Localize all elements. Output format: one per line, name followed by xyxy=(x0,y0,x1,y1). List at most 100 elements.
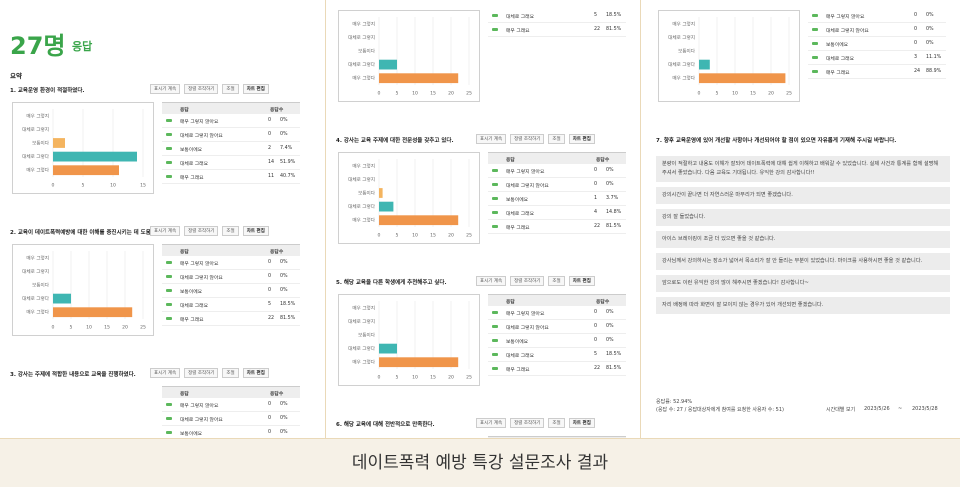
button[interactable]: 조절 xyxy=(222,84,239,94)
button[interactable]: 조절 xyxy=(222,368,239,378)
button[interactable]: 정렬 조작하기 xyxy=(510,418,545,428)
button[interactable]: 정렬 조작하기 xyxy=(510,134,545,144)
bar xyxy=(699,73,786,84)
button[interactable]: 차트 편집 xyxy=(568,276,595,286)
row-percent: 88.9% xyxy=(926,69,942,74)
x-tick-label: 0 xyxy=(378,233,381,239)
row-count: 0 xyxy=(914,27,918,32)
button[interactable]: 차트 편집 xyxy=(242,368,269,378)
x-tick-label: 10 xyxy=(86,325,92,331)
x-tick-label: 20 xyxy=(448,375,454,381)
button[interactable]: 조절 xyxy=(222,226,239,236)
row-label: 매우 그래요 xyxy=(180,176,204,181)
button[interactable]: 정렬 조작하기 xyxy=(510,276,545,286)
row-label: 매우 그렇지 않아요 xyxy=(180,120,219,125)
button[interactable]: 차트 편집 xyxy=(568,418,595,428)
button[interactable]: 표시기 계속 xyxy=(150,84,181,94)
y-tick-label: 매우 그렇지 xyxy=(26,112,49,119)
row-label: 대체로 그렇지 않아요 xyxy=(826,29,869,34)
table-row: 매우 그래요 22 81.5% xyxy=(488,363,626,376)
footer-to: 2023/5/28 xyxy=(912,406,938,412)
row-count: 3 xyxy=(914,55,918,60)
bar xyxy=(53,138,65,148)
button[interactable]: 차트 편집 xyxy=(568,134,595,144)
summary-label: 요약 xyxy=(10,72,22,80)
question-title: 6. 해당 교육에 대해 전반적으로 만족한다. xyxy=(336,422,435,428)
table-header: 응답 응답수 xyxy=(162,244,300,256)
button[interactable]: 정렬 조작하기 xyxy=(184,368,219,378)
panel: 0 5 10 15 20 25 매우 그렇지 대체로 그렇지 보통이다 대체로 그렇다 매우 그렇다… xyxy=(325,0,641,438)
bar xyxy=(379,59,397,70)
button[interactable]: 표시기 계속 xyxy=(150,368,181,378)
question-title: 1. 교육운영 환경이 적절하였다. xyxy=(10,88,85,94)
row-label: 대체로 그렇지 않아요 xyxy=(506,326,549,331)
row-count: 0 xyxy=(594,338,598,343)
x-tick-label: 25 xyxy=(140,325,146,331)
table-row: 보통이에요 0 0% xyxy=(808,38,946,51)
y-tick-label: 보통이다 xyxy=(358,190,376,197)
button[interactable]: 표시기 계속 xyxy=(476,276,507,286)
footer-from: 2023/5/26 xyxy=(864,406,890,412)
row-icon xyxy=(166,431,172,434)
row-label: 매우 그래요 xyxy=(180,318,204,323)
row-count: 22 xyxy=(594,224,601,229)
table-row: 대체로 그래요 14 51.9% xyxy=(162,157,300,170)
y-tick-label: 보통이다 xyxy=(358,48,376,55)
row-count: 5 xyxy=(594,13,598,18)
row-icon xyxy=(492,169,498,172)
row-percent: 3.7% xyxy=(606,196,619,201)
button[interactable]: 정렬 조작하기 xyxy=(184,84,219,94)
button[interactable]: 표시기 계속 xyxy=(150,226,181,236)
table-row: 매우 그래요 11 40.7% xyxy=(162,171,300,184)
button[interactable]: 정렬 조작하기 xyxy=(184,226,219,236)
x-tick-label: 20 xyxy=(448,233,454,239)
y-tick-label: 보통이다 xyxy=(32,140,50,147)
y-tick-label: 매우 그렇다 xyxy=(352,359,375,366)
row-icon xyxy=(812,14,818,17)
x-tick-label: 10 xyxy=(732,91,738,97)
button[interactable]: 표시기 계속 xyxy=(476,418,507,428)
comment: 앞으로도 이런 유익한 강의 많이 해주시면 좋겠습니다! 감사합니다~ xyxy=(656,275,950,292)
row-label: 대체로 그렇지 않아요 xyxy=(506,184,549,189)
comment: 아이스 브레이킹이 조금 더 있으면 좋을 것 같습니다. xyxy=(656,231,950,248)
button[interactable]: 조절 xyxy=(548,276,565,286)
table-header: 응답 응답수 xyxy=(162,386,300,398)
button[interactable]: 차트 편집 xyxy=(242,84,269,94)
y-tick-label: 대체로 그렇지 xyxy=(668,34,695,41)
x-tick-label: 15 xyxy=(430,375,436,381)
row-percent: 0% xyxy=(280,402,288,407)
button[interactable]: 조절 xyxy=(548,134,565,144)
bar xyxy=(379,357,459,368)
y-tick-label: 대체로 그렇지 xyxy=(348,318,375,325)
row-icon xyxy=(492,14,498,17)
table-row: 보통이에요 0 0% xyxy=(488,335,626,348)
table-row: 대체로 그렇지 않아요 0 0% xyxy=(162,413,300,426)
button[interactable]: 차트 편집 xyxy=(242,226,269,236)
table-header: 응답 응답수 xyxy=(162,102,300,114)
row-percent: 81.5% xyxy=(606,224,622,229)
row-icon xyxy=(166,175,172,178)
row-count: 0 xyxy=(594,310,598,315)
row-count: 0 xyxy=(594,324,598,329)
row-percent: 0% xyxy=(926,27,934,32)
row-percent: 0% xyxy=(926,13,934,18)
table-row: 대체로 그래요 4 14.8% xyxy=(488,207,626,220)
button[interactable]: 표시기 계속 xyxy=(476,134,507,144)
y-tick-label: 매우 그렇지 xyxy=(26,254,49,261)
y-tick-label: 보통이다 xyxy=(358,332,376,339)
row-icon xyxy=(492,197,498,200)
button[interactable]: 조절 xyxy=(548,418,565,428)
row-label: 대체로 그래요 xyxy=(180,162,209,167)
bar xyxy=(53,151,137,162)
row-label: 매우 그렇지 않아요 xyxy=(826,15,865,20)
row-icon xyxy=(812,70,818,73)
row-count: 4 xyxy=(594,210,598,215)
row-icon xyxy=(492,367,498,370)
x-tick-label: 5 xyxy=(396,375,399,381)
row-percent: 11.1% xyxy=(926,55,942,60)
row-label: 대체로 그렇지 않아요 xyxy=(180,134,223,139)
row-percent: 40.7% xyxy=(280,174,296,179)
